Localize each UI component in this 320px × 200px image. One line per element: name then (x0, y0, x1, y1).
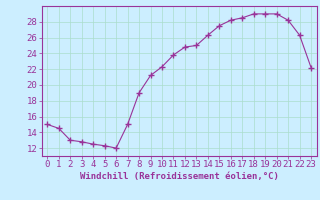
X-axis label: Windchill (Refroidissement éolien,°C): Windchill (Refroidissement éolien,°C) (80, 172, 279, 181)
